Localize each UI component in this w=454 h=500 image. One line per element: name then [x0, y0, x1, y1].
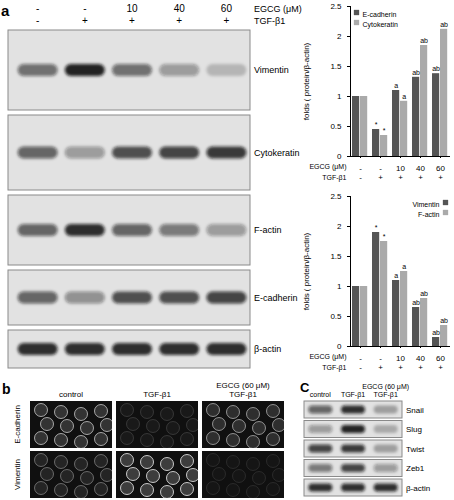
- svg-text:ab: ab: [412, 299, 420, 306]
- svg-text:a: a: [394, 272, 398, 279]
- svg-text:+: +: [129, 15, 135, 26]
- svg-text:1.5: 1.5: [330, 62, 342, 71]
- svg-text:Cytokeratin: Cytokeratin: [363, 21, 399, 29]
- svg-text:E-cadherin: E-cadherin: [363, 11, 397, 18]
- svg-text:control: control: [59, 390, 83, 399]
- svg-text:-: -: [359, 164, 362, 173]
- svg-text:ab: ab: [412, 69, 420, 76]
- svg-text:ab: ab: [432, 65, 440, 72]
- svg-text:a: a: [394, 82, 398, 89]
- svg-text:folds ( protein/β-actin): folds ( protein/β-actin): [302, 232, 311, 310]
- svg-text:-: -: [379, 354, 382, 363]
- svg-text:EGCG (μM): EGCG (μM): [309, 163, 346, 171]
- svg-text:-: -: [359, 354, 362, 363]
- svg-text:TGF-β1: TGF-β1: [374, 391, 398, 399]
- svg-text:+: +: [378, 173, 383, 182]
- svg-text:1: 1: [337, 92, 342, 101]
- svg-text:+: +: [398, 173, 403, 182]
- svg-text:+: +: [418, 173, 423, 182]
- svg-text:2: 2: [337, 222, 342, 231]
- svg-text:2.5: 2.5: [330, 192, 342, 201]
- svg-text:2.5: 2.5: [330, 2, 342, 11]
- svg-text:a: a: [402, 263, 406, 270]
- svg-text:Twist: Twist: [406, 445, 425, 454]
- svg-text:0: 0: [337, 342, 342, 351]
- svg-text:C: C: [300, 380, 310, 395]
- svg-text:+: +: [398, 363, 403, 372]
- svg-text:EGCG (60 μM): EGCG (60 μM): [216, 381, 270, 390]
- svg-text:E-cadherin: E-cadherin: [254, 293, 298, 303]
- svg-text:E-cadherin: E-cadherin: [13, 405, 22, 444]
- svg-text:Vimentin: Vimentin: [254, 65, 289, 75]
- svg-text:a: a: [402, 93, 406, 100]
- svg-text:Vimentin: Vimentin: [13, 459, 22, 490]
- svg-text:0: 0: [337, 152, 342, 161]
- svg-text:folds ( protein/β-actin): folds ( protein/β-actin): [302, 42, 311, 120]
- svg-text:a: a: [1, 2, 10, 19]
- svg-text:β-actin: β-actin: [254, 344, 281, 354]
- svg-text:Cytokeratin: Cytokeratin: [254, 148, 300, 158]
- svg-text:+: +: [418, 363, 423, 372]
- svg-text:-: -: [83, 3, 86, 14]
- svg-text:TGF-β1: TGF-β1: [322, 364, 346, 372]
- svg-text:-: -: [36, 3, 39, 14]
- svg-text:40: 40: [416, 164, 425, 173]
- svg-text:0.5: 0.5: [330, 312, 342, 321]
- svg-text:TGF-β1: TGF-β1: [341, 391, 365, 399]
- svg-text:0.5: 0.5: [330, 122, 342, 131]
- svg-text:*: *: [383, 233, 386, 240]
- svg-text:10: 10: [396, 354, 405, 363]
- svg-text:60: 60: [221, 3, 233, 14]
- svg-text:40: 40: [174, 3, 186, 14]
- svg-text:+: +: [378, 363, 383, 372]
- svg-text:EGCG (μM): EGCG (μM): [254, 4, 302, 14]
- svg-text:TGF-β1: TGF-β1: [143, 390, 171, 399]
- svg-text:60: 60: [436, 354, 445, 363]
- svg-text:EGCG (60 μM): EGCG (60 μM): [362, 383, 409, 391]
- svg-text:60: 60: [436, 164, 445, 173]
- svg-text:TGF-β1: TGF-β1: [322, 174, 346, 182]
- svg-text:+: +: [82, 15, 88, 26]
- svg-text:b: b: [2, 381, 11, 397]
- svg-text:*: *: [375, 224, 378, 231]
- svg-text:+: +: [176, 15, 182, 26]
- svg-text:ab: ab: [420, 37, 428, 44]
- svg-text:TGF-β1: TGF-β1: [229, 390, 257, 399]
- svg-text:F-actin: F-actin: [254, 225, 282, 235]
- svg-text:EGCG (μM): EGCG (μM): [309, 353, 346, 361]
- svg-text:*: *: [383, 127, 386, 134]
- svg-text:40: 40: [416, 354, 425, 363]
- svg-text:Snail: Snail: [406, 406, 424, 415]
- svg-text:-: -: [379, 164, 382, 173]
- svg-text:+: +: [438, 363, 443, 372]
- svg-text:ab: ab: [420, 290, 428, 297]
- svg-text:control: control: [310, 391, 331, 398]
- svg-text:10: 10: [396, 164, 405, 173]
- svg-text:+: +: [223, 15, 229, 26]
- svg-text:Vimentin: Vimentin: [412, 201, 439, 208]
- svg-text:*: *: [375, 121, 378, 128]
- svg-text:2: 2: [337, 32, 342, 41]
- svg-text:F-actin: F-actin: [418, 211, 440, 218]
- svg-text:-: -: [36, 15, 39, 26]
- svg-text:ab: ab: [432, 329, 440, 336]
- svg-text:ab: ab: [440, 317, 448, 324]
- svg-text:ab: ab: [440, 21, 448, 28]
- svg-text:1.5: 1.5: [330, 252, 342, 261]
- svg-text:+: +: [438, 173, 443, 182]
- svg-text:-: -: [359, 173, 362, 182]
- svg-text:Zeb1: Zeb1: [406, 464, 425, 473]
- svg-text:-: -: [359, 363, 362, 372]
- svg-text:TGF-β1: TGF-β1: [254, 16, 285, 26]
- svg-text:β-actin: β-actin: [406, 484, 430, 493]
- svg-text:10: 10: [126, 3, 138, 14]
- svg-text:Slug: Slug: [406, 425, 422, 434]
- svg-text:1: 1: [337, 282, 342, 291]
